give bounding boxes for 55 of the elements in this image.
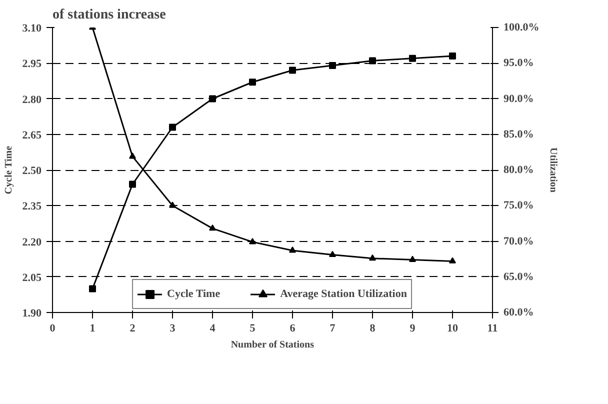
y2-tick-label: 65.0% (504, 270, 534, 283)
y-tick-label: 3.10 (22, 22, 42, 34)
point (409, 256, 416, 262)
x-tick-label: 10 (447, 322, 458, 334)
x-tick-label: 11 (487, 322, 498, 334)
y2-tick-label: 100.0% (504, 22, 540, 34)
x-tick-label: 9 (410, 322, 416, 334)
y2-tick-label: 60.0% (504, 306, 534, 318)
point (329, 250, 336, 258)
point (409, 54, 416, 62)
point (449, 257, 456, 264)
x-tick-label: 5 (250, 322, 256, 334)
point (129, 152, 136, 159)
y2-tick-label: 75.0% (504, 200, 534, 212)
y2-axis-title: Utilization (547, 148, 558, 193)
x-tick-label: 2 (130, 322, 136, 334)
point (89, 285, 96, 292)
y-tick-label: 1.90 (22, 308, 42, 320)
x-tick-label: 7 (330, 322, 336, 334)
y-tick-label: 2.95 (22, 58, 42, 70)
point (289, 66, 296, 74)
y-tick-label: 2.50 (22, 165, 42, 177)
y-tick-label: 2.05 (22, 272, 42, 284)
y-axis-title: Cycle Time (3, 145, 14, 194)
y2-tick-label: 85.0% (504, 128, 534, 140)
y2-tick-label: 90.0% (504, 92, 534, 105)
point (129, 180, 136, 188)
y-tick-label: 2.35 (22, 200, 42, 213)
y-tick-label: 2.20 (22, 236, 42, 248)
y2-tick-label: 95.0% (504, 57, 534, 70)
point (369, 254, 376, 261)
legend-label: Average Station Utilization (280, 288, 407, 300)
y-tick-label: 2.80 (22, 94, 42, 106)
y2-tick-label: 80.0% (504, 164, 534, 176)
point (449, 52, 456, 60)
point (369, 57, 376, 64)
point (249, 238, 256, 244)
x-tick-label: 3 (170, 322, 176, 334)
x-tick-label: 4 (210, 322, 216, 334)
x-tick-label: 6 (290, 322, 296, 334)
y-tick-label: 2.65 (22, 129, 42, 142)
x-tick-label: 0 (50, 322, 56, 334)
point (169, 202, 176, 208)
x-tick-label: 1 (90, 322, 96, 334)
chart-title: of stations increase (52, 8, 166, 22)
point (209, 95, 216, 102)
point (289, 246, 296, 253)
point (169, 124, 176, 131)
legend-label: Cycle Time (167, 288, 220, 300)
point (249, 78, 256, 86)
x-tick-label: 8 (370, 322, 376, 334)
point (209, 224, 216, 231)
point (329, 62, 336, 69)
y2-tick-label: 70.0% (504, 235, 534, 248)
x-axis-title: Number of Stations (230, 340, 314, 350)
